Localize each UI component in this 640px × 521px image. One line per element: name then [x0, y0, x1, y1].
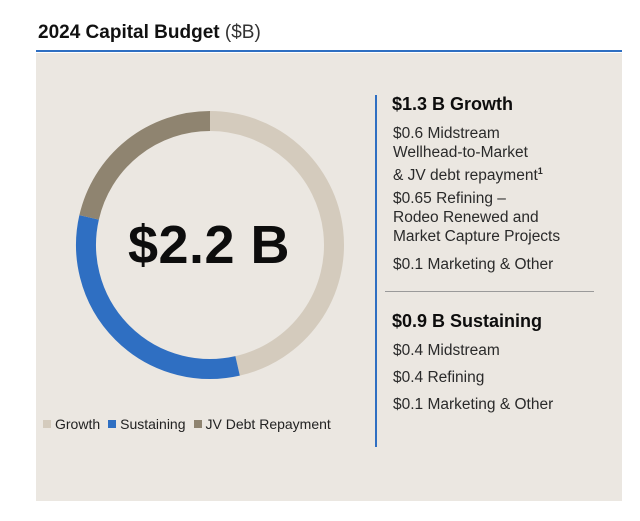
donut-chart: [76, 111, 344, 379]
donut-slice-growth: [209, 111, 344, 376]
legend-item-sustaining: Sustaining: [108, 416, 186, 432]
section-divider-horizontal: [385, 291, 594, 292]
legend-swatch-growth: [43, 420, 51, 428]
legend-label-growth: Growth: [55, 416, 101, 432]
growth-item-midstream: $0.6 Midstream Wellhead-to-Market & JV d…: [393, 124, 543, 185]
legend-item-jv-debt: JV Debt Repayment: [193, 416, 331, 432]
growth-item-midstream-line-1: $0.6 Midstream: [393, 125, 500, 142]
sustaining-heading: $0.9 B Sustaining: [392, 311, 543, 331]
chart-legend: Growth Sustaining JV Debt Repayment: [43, 416, 339, 432]
section-divider-vertical: [375, 95, 377, 447]
legend-swatch-jv-debt: [193, 420, 202, 428]
sustaining-item-marketing: $0.1 Marketing & Other: [393, 396, 554, 413]
legend-label-sustaining: Sustaining: [120, 416, 186, 432]
legend-item-growth: Growth: [43, 416, 100, 432]
growth-item-refining-line-3: Market Capture Projects: [393, 228, 561, 245]
donut-slice-sustaining: [76, 215, 240, 379]
sustaining-item-refining: $0.4 Refining: [393, 369, 485, 386]
growth-item-marketing-line-1: $0.1 Marketing & Other: [393, 256, 554, 273]
footnote-marker: 1: [537, 166, 543, 176]
donut-slice-jv-debt: [79, 111, 211, 220]
sustaining-item-midstream: $0.4 Midstream: [393, 342, 500, 359]
growth-item-midstream-line-2: Wellhead-to-Market: [393, 144, 528, 161]
growth-item-refining-line-1: $0.65 Refining –: [393, 190, 506, 207]
donut-center-total: $2.2 B: [127, 215, 291, 275]
legend-swatch-sustaining: [108, 420, 117, 428]
legend-label-jv-debt: JV Debt Repayment: [205, 416, 331, 432]
growth-item-refining-line-2: Rodeo Renewed and: [393, 209, 539, 226]
chart-title-main: 2024 Capital Budget: [38, 22, 220, 43]
growth-item-midstream-line-3: & JV debt repayment: [393, 167, 538, 184]
chart-title-unit: ($B): [224, 22, 261, 43]
growth-item-refining: $0.65 Refining – Rodeo Renewed and Marke…: [393, 189, 560, 246]
chart-title: 2024 Capital Budget ($B): [38, 22, 261, 44]
title-underline: [36, 50, 622, 52]
growth-item-marketing: $0.1 Marketing & Other: [393, 255, 553, 274]
growth-heading: $1.3 B Growth: [392, 94, 514, 114]
